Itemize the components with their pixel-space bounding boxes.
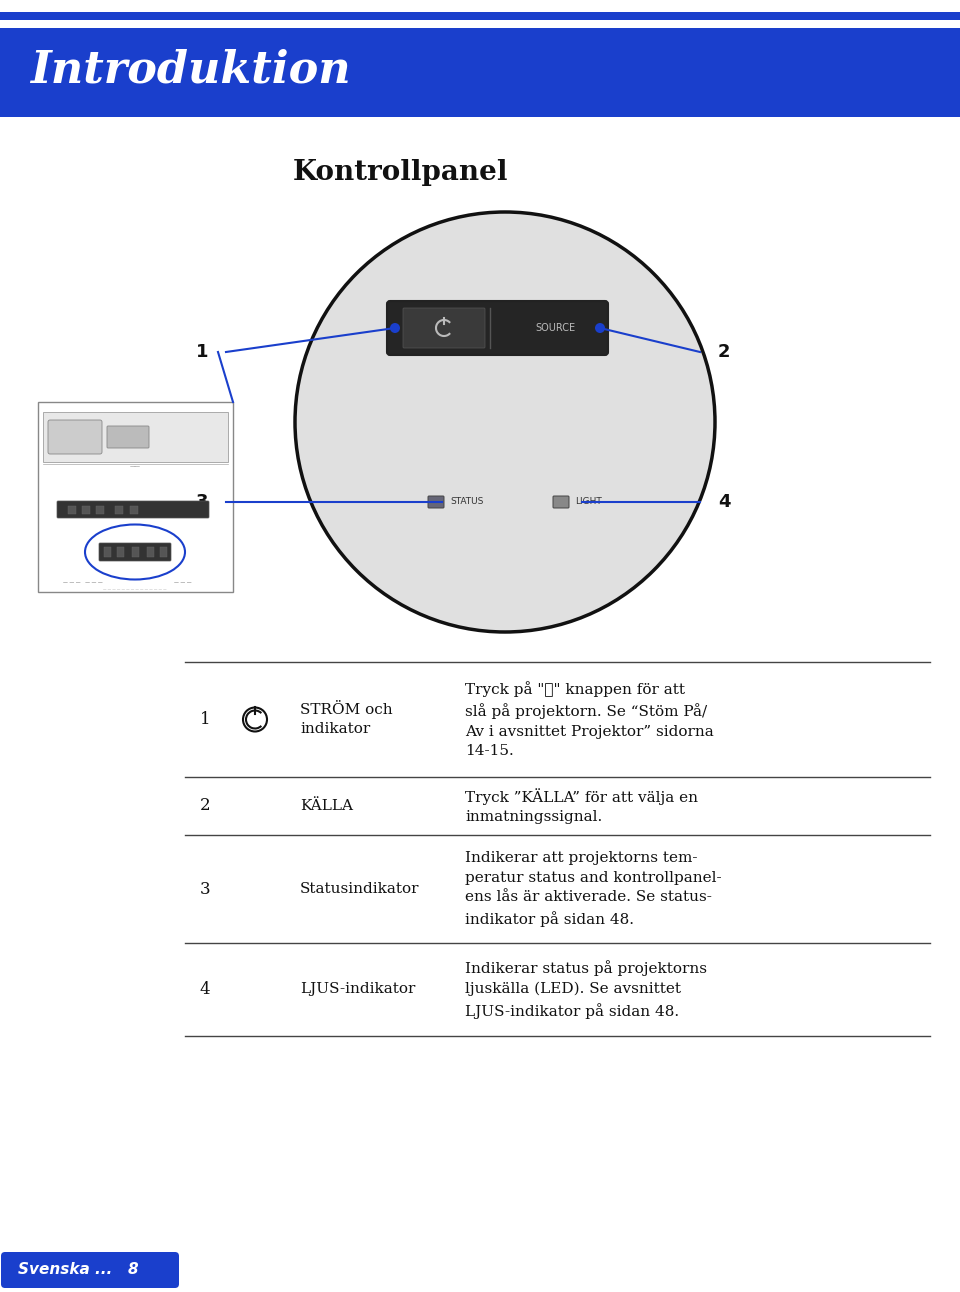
Text: 4: 4: [200, 981, 210, 997]
Bar: [117, 547, 124, 557]
FancyBboxPatch shape: [99, 543, 171, 561]
Text: Kontrollpanel: Kontrollpanel: [292, 159, 508, 186]
FancyBboxPatch shape: [48, 420, 102, 453]
Text: 3: 3: [200, 881, 210, 898]
Bar: [68, 506, 76, 514]
Text: LJUS-indikator: LJUS-indikator: [300, 982, 416, 996]
Bar: [0, 119, 960, 124]
Bar: [43, 412, 228, 463]
Text: Indikerar att projektorns tem-
peratur status and kontrollpanel-
ens lås är akti: Indikerar att projektorns tem- peratur s…: [465, 851, 722, 926]
FancyBboxPatch shape: [553, 496, 569, 508]
Bar: [0, 112, 960, 118]
Bar: [38, 402, 233, 592]
Bar: [104, 547, 111, 557]
Bar: [160, 547, 167, 557]
FancyBboxPatch shape: [107, 426, 149, 448]
Text: Indikerar status på projektorns
ljuskälla (LED). Se avsnittet
LJUS-indikator på : Indikerar status på projektorns ljuskäll…: [465, 960, 707, 1018]
Ellipse shape: [85, 525, 185, 580]
FancyBboxPatch shape: [57, 501, 209, 518]
Text: 2: 2: [718, 342, 731, 360]
FancyBboxPatch shape: [428, 496, 444, 508]
FancyBboxPatch shape: [387, 301, 608, 355]
Text: 1: 1: [200, 711, 210, 727]
FancyBboxPatch shape: [403, 307, 485, 348]
Text: — — —   — — —: — — — — — —: [63, 580, 103, 584]
Text: STRÖM och
indikator: STRÖM och indikator: [300, 703, 393, 736]
Text: 1: 1: [196, 342, 208, 360]
Circle shape: [390, 323, 400, 333]
Text: — — —: — — —: [174, 580, 192, 584]
Text: 2: 2: [200, 797, 210, 814]
Bar: [0, 0, 960, 8]
Bar: [132, 547, 139, 557]
Text: STATUS: STATUS: [450, 497, 484, 506]
Text: SOURCE: SOURCE: [535, 323, 575, 333]
Text: Svenska ...   8: Svenska ... 8: [18, 1262, 138, 1278]
Circle shape: [243, 708, 267, 731]
Text: KÄLLA: KÄLLA: [300, 798, 353, 813]
Text: 4: 4: [718, 494, 731, 512]
Circle shape: [295, 212, 715, 632]
Text: — — — — — — — — — — — — — —: — — — — — — — — — — — — — —: [103, 587, 167, 590]
Bar: [115, 506, 123, 514]
Text: Tryck på "⏻" knappen för att
slå på projektorn. Se “Stöm På/
Av i avsnittet Proj: Tryck på "⏻" knappen för att slå på proj…: [465, 681, 713, 758]
Bar: [96, 506, 104, 514]
Bar: [82, 506, 90, 514]
Text: Statusindikator: Statusindikator: [300, 882, 420, 895]
Bar: [0, 28, 960, 112]
Text: LIGHT: LIGHT: [575, 497, 602, 506]
Bar: [130, 506, 138, 514]
Text: Introduktion: Introduktion: [30, 49, 350, 92]
Bar: [0, 12, 960, 19]
Bar: [0, 19, 960, 28]
Bar: [147, 547, 154, 557]
Text: Tryck ”KÄLLA” för att välja en
inmatningssignal.: Tryck ”KÄLLA” för att välja en inmatning…: [465, 788, 698, 824]
Text: 3: 3: [196, 494, 208, 512]
Text: ——: ——: [130, 465, 140, 469]
FancyBboxPatch shape: [1, 1252, 179, 1288]
Circle shape: [595, 323, 605, 333]
